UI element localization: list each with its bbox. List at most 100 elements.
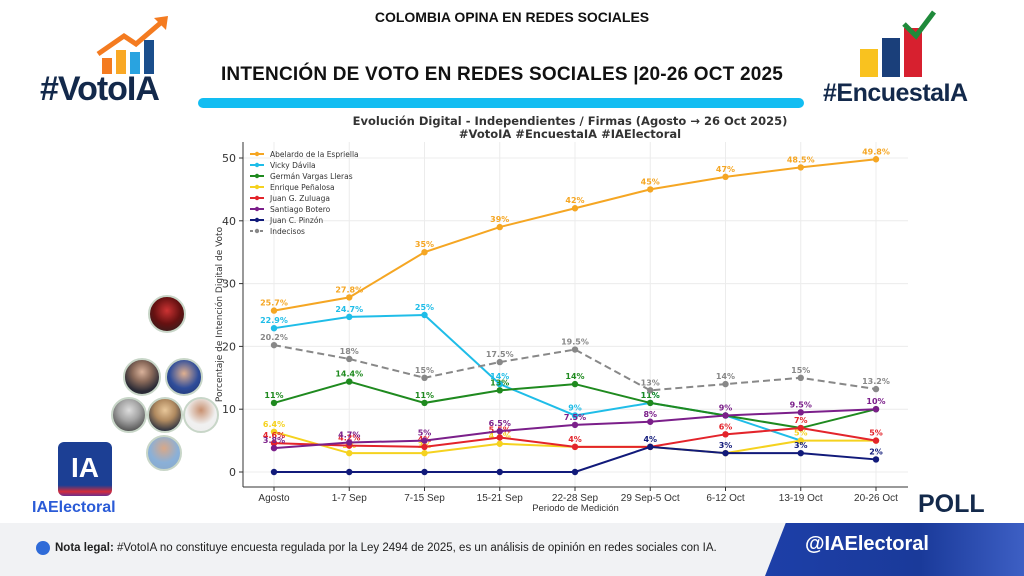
legend-label: Santiago Botero [270,205,331,214]
y-tick-label: 40 [222,215,236,228]
data-label: 39% [490,215,509,224]
social-handle[interactable]: @IAElectoral [805,533,929,555]
data-label: 25.7% [260,299,288,308]
data-label: 6.4% [263,420,285,429]
data-label: 9% [719,403,733,412]
data-point [872,406,880,413]
data-label: 11% [641,391,660,400]
x-tick-label: 15-21 Sep [477,493,524,504]
data-point [346,439,353,446]
data-label: 5% [794,429,808,438]
votoia-logo: #VotoIA [36,14,186,109]
data-label: 13.2% [862,377,890,386]
data-label: 24.7% [335,305,363,314]
data-point [571,468,579,476]
data-point [571,205,579,212]
avatar-candidate-1 [148,295,186,333]
legend-marker [254,206,260,212]
title-underline-bar [198,98,804,108]
data-point [270,428,278,436]
data-point [270,307,278,314]
data-label: 7.5% [564,413,586,422]
data-point [496,427,503,435]
data-point [647,186,654,193]
chart-title: Evolución Digital - Independientes / Fir… [352,114,788,128]
data-label: 22.9% [260,316,288,325]
legend-marker [254,228,260,234]
legend-label: Enrique Peñalosa [270,183,335,192]
data-label: 14% [716,372,735,381]
data-point [647,399,654,407]
data-label: 3.8% [263,436,285,445]
data-label: 13% [641,378,660,387]
data-label: 25% [415,303,434,312]
data-point [647,443,654,451]
avatar-candidate-5 [147,397,183,433]
data-point [571,380,579,388]
legal-note-text: #VotoIA no constituye encuesta regulada … [113,542,717,554]
data-label: 17.5% [486,350,514,359]
data-point [270,439,278,447]
x-tick-label: 13-19 Oct [779,493,823,504]
iaelectoral-logo: IA [58,442,112,496]
data-point [421,249,428,256]
avatar-candidate-6 [183,397,219,433]
data-point [421,399,428,407]
data-point [571,412,579,419]
data-label: 19.5% [561,338,589,347]
data-label: 15% [415,366,434,375]
data-label: 11% [641,391,660,400]
data-point [421,311,428,319]
data-point [421,468,428,476]
data-label: 27.8% [335,285,363,294]
series-line-7 [273,344,877,392]
data-point [421,374,428,381]
avatar-candidate-4 [111,397,147,433]
data-point [421,449,428,457]
data-label: 4.2% [338,434,360,443]
y-tick-label: 10 [222,403,236,416]
data-point [797,449,804,457]
x-tick-label: 6-12 Oct [706,493,745,504]
y-axis-label: Porcentaje de Intención Digital de Voto [214,226,225,402]
y-tick-label: 0 [229,466,236,479]
legend-marker [254,162,260,168]
data-label: 14% [565,372,584,381]
data-label: 47% [716,165,735,174]
legend-label: Germán Vargas Lleras [270,172,353,181]
x-tick-label: 29 Sep-5 Oct [621,493,680,504]
data-point [270,444,278,452]
data-label: 6% [719,422,733,431]
data-point [722,449,729,457]
data-point [722,431,729,438]
data-label: 15% [791,366,810,375]
y-tick-label: 20 [222,340,236,353]
legend-label: Juan G. Zuluaga [269,194,330,203]
data-point [346,378,353,385]
legend-marker [254,217,260,223]
data-point [346,313,353,321]
data-point [872,156,880,163]
data-label: 48.5% [787,155,815,164]
data-point [872,437,880,444]
data-point [797,374,804,381]
data-point [496,223,503,231]
data-label: 14.4% [335,370,363,379]
data-point [346,449,353,457]
y-tick-label: 30 [222,278,236,291]
legal-note-label: Nota legal: [55,542,114,554]
legend-label: Juan C. Pinzón [269,216,323,225]
data-label: 8% [643,410,657,419]
x-axis-label: Periodo de Medición [532,503,619,514]
data-point [797,424,804,432]
legend-marker [254,195,260,201]
encuestaia-logo-text: #EncuestaIA [823,79,968,107]
legend-marker [254,184,260,190]
data-label: 45% [641,177,660,186]
data-label: 4.7% [338,430,360,439]
data-label: 7% [794,416,808,425]
data-label: 6.5% [489,419,511,428]
data-point [872,456,880,463]
data-point [872,385,880,393]
